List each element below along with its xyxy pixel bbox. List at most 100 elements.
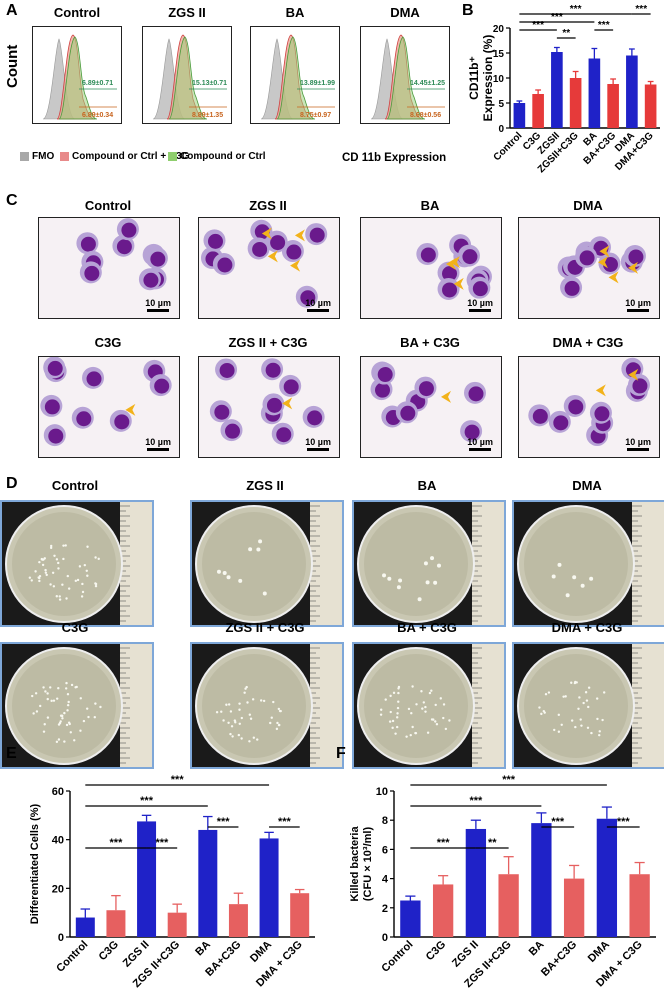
colony (44, 571, 48, 574)
cell-nucleus (286, 244, 302, 260)
agar-surface (524, 512, 628, 616)
arrow-icon (267, 250, 278, 263)
legend-item: FMO (20, 151, 54, 162)
micrograph-title: DMA (573, 198, 603, 213)
colony (587, 705, 590, 709)
colony (444, 727, 448, 731)
x-tick-label: C3G (97, 939, 121, 963)
colony (79, 729, 82, 732)
colony (57, 738, 61, 741)
colony (62, 557, 65, 561)
agar-surface (202, 654, 306, 758)
colony (598, 730, 601, 733)
colony (407, 707, 411, 711)
significance-label: *** (570, 4, 582, 15)
legend-label: Compound or Ctrl (180, 151, 266, 162)
colony (244, 687, 247, 690)
significance-label: *** (110, 837, 124, 849)
flow-histogram (32, 26, 122, 124)
colony (577, 707, 580, 710)
y-tick-label: 0 (58, 932, 64, 944)
legend-swatch (168, 152, 177, 161)
flow-title: BA (285, 5, 305, 20)
colony (58, 721, 62, 725)
scale-bar-line (147, 448, 170, 451)
colony (41, 563, 45, 567)
cell-nucleus (86, 371, 102, 387)
colony (94, 584, 98, 588)
cell-nucleus (420, 247, 436, 263)
colony (227, 721, 230, 724)
y-tick-label: 20 (493, 24, 505, 35)
colony (45, 573, 48, 577)
colony (553, 728, 556, 732)
flow-red-value: 6.89±0.34 (82, 112, 114, 119)
colony (389, 694, 392, 698)
plate-title: ZGS II (246, 478, 284, 493)
colony (76, 578, 80, 582)
colony (580, 583, 585, 588)
colony (86, 545, 89, 548)
colony (430, 689, 433, 692)
colony (63, 740, 66, 743)
colony (61, 717, 64, 720)
colony (249, 717, 253, 720)
bar (644, 84, 657, 128)
colony (425, 580, 430, 585)
colony (435, 723, 439, 726)
colony (34, 570, 37, 573)
colony (275, 727, 279, 731)
colony (411, 685, 414, 688)
arrow-icon (125, 403, 136, 416)
colony (542, 709, 546, 713)
colony (602, 691, 606, 694)
colony (434, 720, 437, 723)
significance-label: ** (488, 837, 497, 849)
colony (94, 582, 98, 586)
colony (82, 719, 86, 723)
colony (64, 544, 67, 547)
x-tick-label: BA (193, 939, 213, 959)
colony (222, 719, 225, 722)
y-axis-label: CD11b⁺ (467, 56, 481, 100)
colony (262, 591, 267, 596)
cell-nucleus (532, 408, 548, 424)
cell-nucleus (154, 378, 170, 394)
colony (78, 565, 82, 568)
arrow-icon (608, 271, 619, 284)
colony (259, 699, 263, 702)
agar-plate (352, 642, 506, 769)
bar (532, 94, 544, 128)
flow-green-value: 13.89±1.99 (300, 80, 335, 87)
flow-x-label: CD 11b Expression (342, 152, 447, 164)
compound-peak (168, 36, 208, 120)
flow-title: DMA (390, 5, 420, 20)
legend-item: Compound or Ctrl (168, 151, 266, 162)
colony (560, 723, 563, 726)
colony (240, 737, 243, 740)
agar-plate (512, 500, 664, 627)
panel-label-d: D (6, 475, 18, 492)
colony (396, 716, 399, 719)
bar (259, 838, 279, 937)
micrograph: 10 µm (198, 217, 340, 319)
colony (94, 702, 97, 705)
cell-nucleus (309, 227, 325, 243)
colony (66, 574, 70, 578)
colony (42, 686, 45, 689)
x-tick-label: DMA (586, 939, 612, 965)
ruler (120, 502, 152, 625)
colony (547, 691, 551, 694)
colony (397, 687, 400, 690)
flow-histogram (360, 26, 450, 124)
colony (46, 716, 50, 719)
arrow-icon (597, 256, 608, 269)
cell-nucleus (76, 411, 92, 427)
agar-surface (364, 654, 468, 758)
arrow-icon (294, 229, 305, 242)
colony (66, 693, 70, 696)
legend-label: Compound or Ctrl + C3G (72, 151, 190, 162)
colony (415, 703, 418, 706)
colony (272, 700, 275, 704)
